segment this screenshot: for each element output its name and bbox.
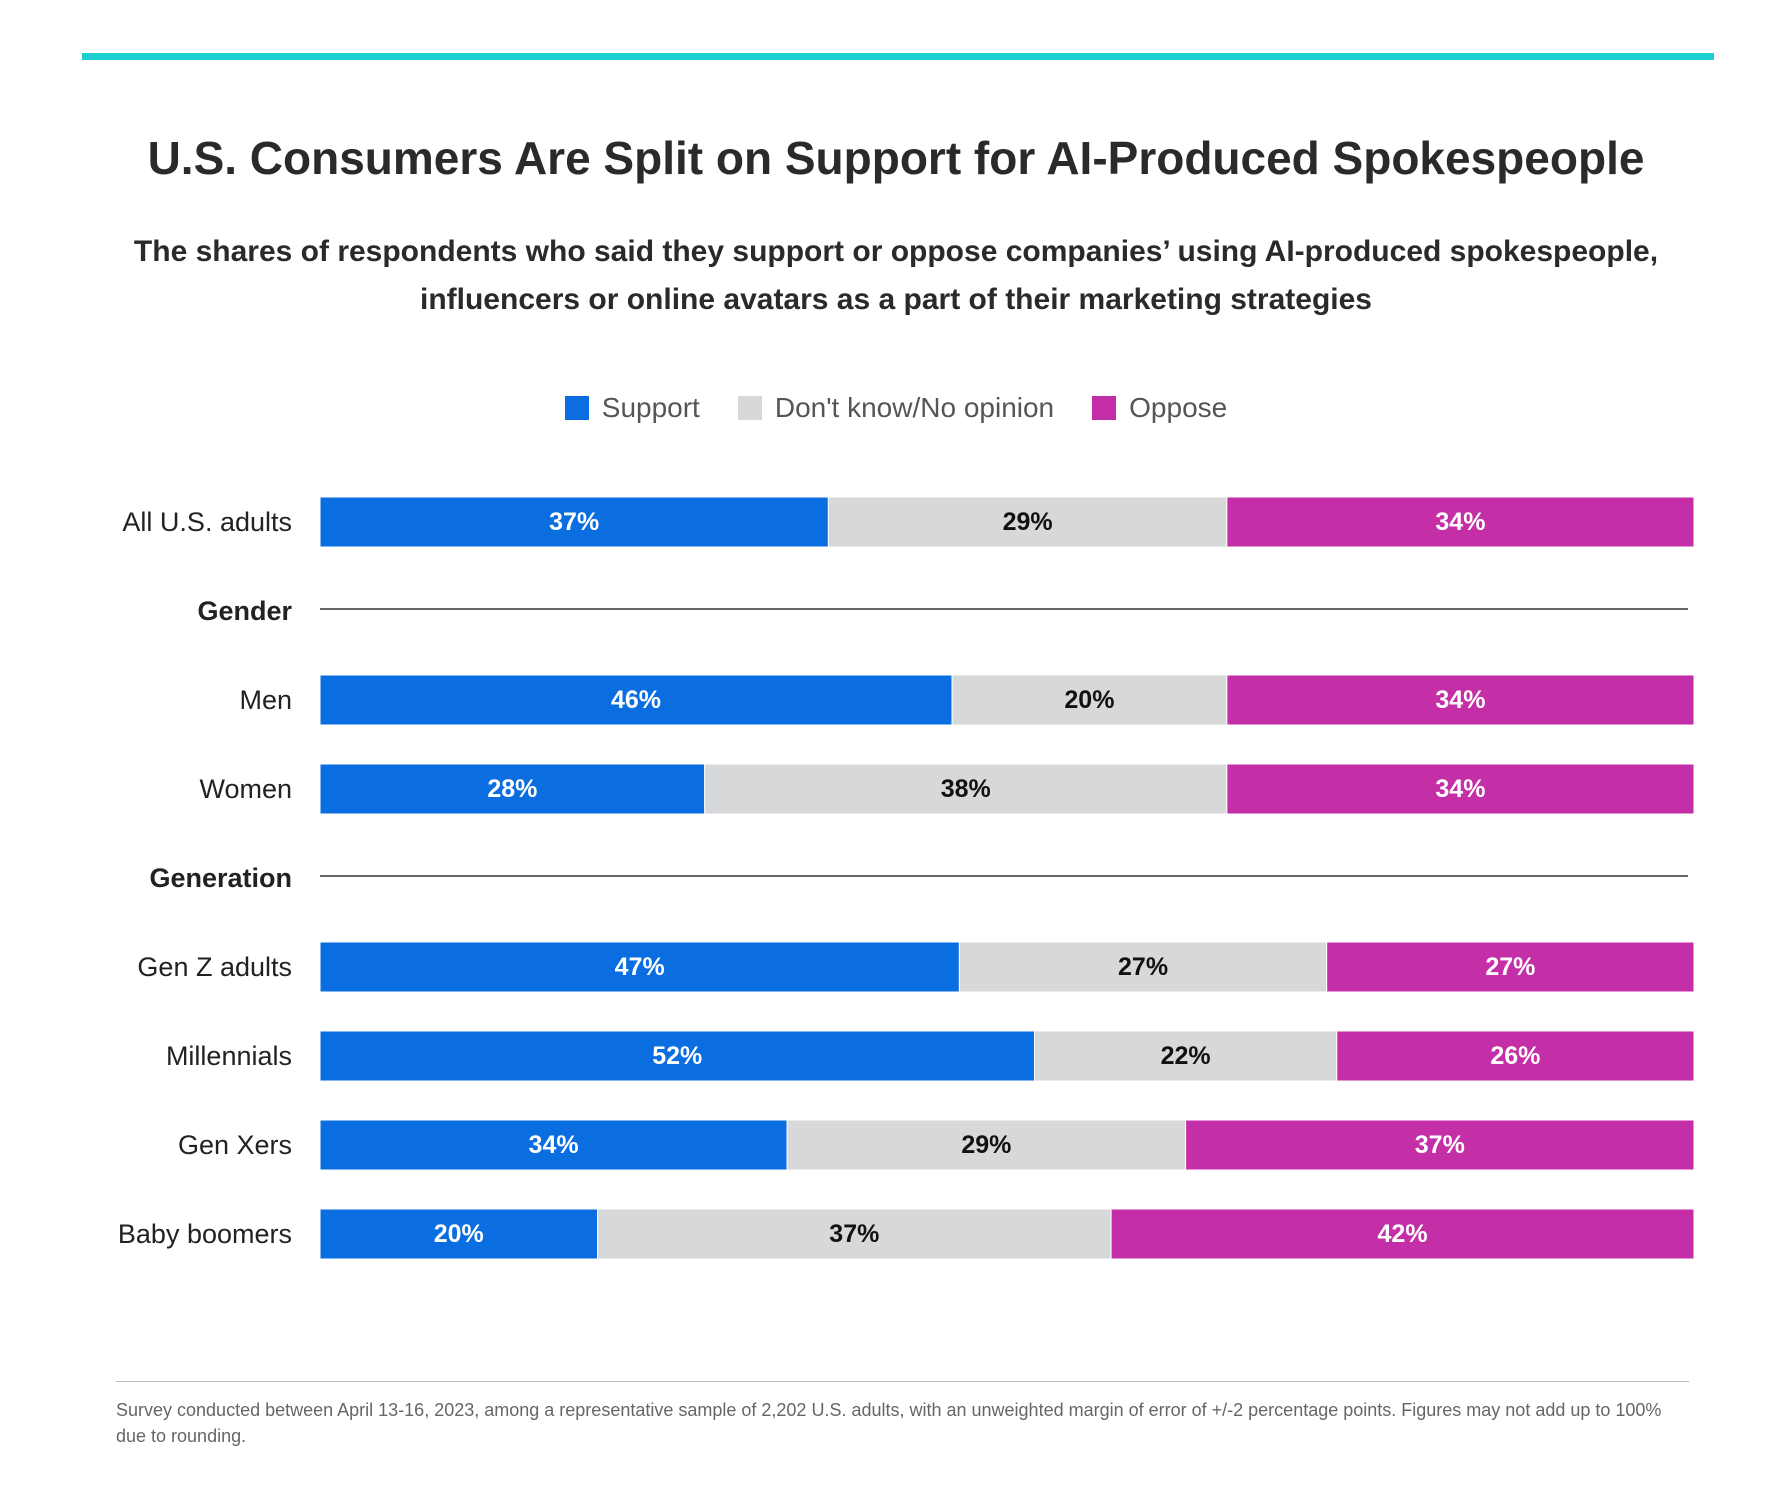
data-label-baby-boomers-support: 20% [434,1220,484,1248]
data-label-millennials-no-opinion: 22% [1161,1042,1211,1070]
legend-item-oppose: Oppose [1092,392,1227,424]
footer-rule [116,1381,1689,1382]
data-label-men-oppose: 34% [1435,686,1485,714]
group-label-gender: Gender [197,596,292,626]
bar-gen-z-adults-oppose [1326,941,1695,993]
legend-swatch-support [564,396,589,420]
data-label-millennials-support: 52% [652,1042,702,1070]
row-label-gen-xers: Gen Xers [178,1130,292,1160]
data-label-women-support: 28% [487,775,537,803]
data-label-gen-xers-oppose: 37% [1415,1131,1465,1159]
data-label-women-no-opinion: 38% [941,775,991,803]
bar-gen-xers-support [319,1119,788,1171]
legend: Support Don't know/No opinion Oppose [0,392,1792,424]
row-label-millennials: Millennials [166,1041,292,1071]
footnote: Survey conducted between April 13-16, 20… [116,1400,1662,1446]
legend-swatch-oppose [1092,396,1117,420]
bar-all-u-s-adults-support [319,496,829,548]
bar-women-oppose [1226,763,1695,815]
chart-subtitle: The shares of respondents who said they … [133,235,1659,316]
data-label-men-support: 46% [611,686,661,714]
row-label-baby-boomers: Baby boomers [118,1219,292,1249]
row-label-all-u-s-adults: All U.S. adults [122,507,292,537]
bar-women-no-opinion [704,763,1228,815]
data-label-baby-boomers-oppose: 42% [1378,1220,1428,1248]
data-label-all-u-s-adults-no-opinion: 29% [1003,508,1053,536]
data-label-gen-z-adults-no-opinion: 27% [1118,953,1168,981]
top-accent-rule [82,53,1714,60]
data-label-millennials-oppose: 26% [1490,1042,1540,1070]
data-label-gen-xers-support: 34% [529,1131,579,1159]
bar-gen-z-adults-support [319,941,960,993]
row-label-men: Men [239,685,292,715]
bar-millennials-support [319,1030,1035,1082]
bar-gen-xers-oppose [1185,1119,1695,1171]
legend-label-oppose: Oppose [1129,392,1228,423]
data-label-women-oppose: 34% [1435,775,1485,803]
bar-gen-xers-no-opinion [786,1119,1187,1171]
legend-label-no-opinion: Don't know/No opinion [774,392,1055,423]
bar-all-u-s-adults-no-opinion [827,496,1228,548]
legend-label-support: Support [601,392,700,423]
bar-men-oppose [1226,674,1695,726]
bar-baby-boomers-no-opinion [597,1208,1112,1260]
data-label-men-no-opinion: 20% [1064,686,1114,714]
data-label-gen-z-adults-support: 47% [615,953,665,981]
bar-gen-z-adults-no-opinion [958,941,1328,993]
legend-swatch-no-opinion [737,396,762,420]
bar-millennials-no-opinion [1033,1030,1338,1082]
data-label-all-u-s-adults-oppose: 34% [1435,508,1485,536]
stacked-bar-chart: All U.S. adults 37% 29% 34% Gender Men 46% 20% 3… [118,496,1695,1260]
data-label-gen-xers-no-opinion: 29% [961,1131,1011,1159]
bar-millennials-oppose [1336,1030,1695,1082]
bar-all-u-s-adults-oppose [1226,496,1695,548]
chart-title: U.S. Consumers Are Split on Support for … [147,132,1645,184]
legend-item-no-opinion: Don't know/No opinion [737,392,1055,424]
row-label-gen-z-adults: Gen Z adults [137,952,292,982]
data-label-baby-boomers-no-opinion: 37% [829,1220,879,1248]
group-label-generation: Generation [149,863,292,893]
data-label-gen-z-adults-oppose: 27% [1485,953,1535,981]
data-label-all-u-s-adults-support: 37% [549,508,599,536]
row-label-women: Women [199,774,292,804]
bar-baby-boomers-oppose [1110,1208,1695,1260]
legend-item-support: Support [564,392,700,424]
